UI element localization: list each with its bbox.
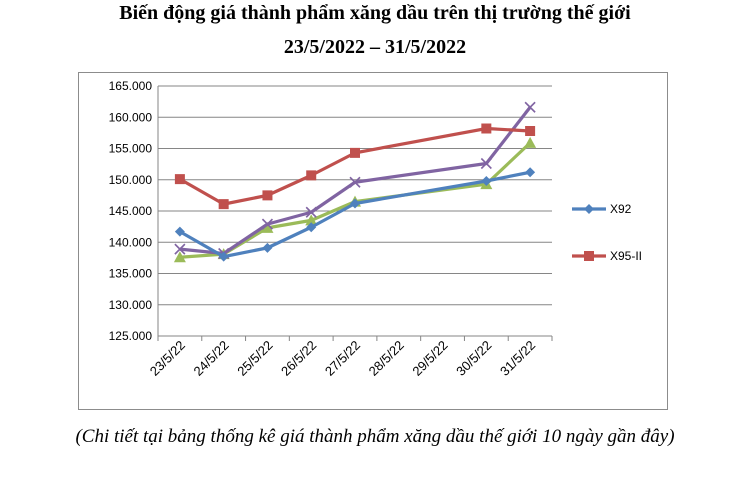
x-tick-label: 28/5/22 xyxy=(366,338,407,379)
data-point xyxy=(306,170,317,181)
y-tick-label: 145.000 xyxy=(109,204,153,218)
data-point xyxy=(525,167,536,178)
y-tick-label: 130.000 xyxy=(109,298,153,312)
data-point xyxy=(261,221,274,233)
data-point xyxy=(262,190,273,201)
data-point xyxy=(350,198,360,209)
y-tick-label: 155.000 xyxy=(109,142,153,156)
data-point xyxy=(174,226,185,237)
x-tick-label: 31/5/22 xyxy=(497,338,538,379)
data-point xyxy=(305,206,317,218)
x-tick-label: 25/5/22 xyxy=(234,338,275,379)
y-tick-label: 150.000 xyxy=(109,173,153,187)
legend-label: X95-II xyxy=(610,249,642,263)
legend-label: X92 xyxy=(610,202,632,216)
chart-subtitle: 23/5/2022 – 31/5/2022 xyxy=(283,36,467,58)
data-point xyxy=(173,251,186,263)
data-point xyxy=(525,126,536,136)
data-point xyxy=(524,101,536,113)
x-tick-label: 23/5/22 xyxy=(147,338,188,379)
data-point xyxy=(349,176,361,188)
data-point xyxy=(480,157,492,170)
chart-caption: (Chi tiết tại bảng thống kê giá thành ph… xyxy=(75,426,675,447)
x-tick-label: 26/5/22 xyxy=(278,338,319,379)
chart-title: Biến động giá thành phẩm xăng dầu trên t… xyxy=(119,2,631,24)
x-tick-label: 24/5/22 xyxy=(191,338,232,379)
data-point xyxy=(350,147,360,158)
data-point xyxy=(261,218,274,230)
x-tick-label: 30/5/22 xyxy=(453,338,494,379)
data-point xyxy=(218,251,229,262)
data-point xyxy=(524,136,537,148)
x-tick-label: 27/5/22 xyxy=(322,338,363,379)
chart-frame xyxy=(78,72,668,410)
data-point xyxy=(262,242,273,253)
data-point xyxy=(174,174,185,185)
y-tick-label: 165.000 xyxy=(109,79,153,93)
y-tick-label: 140.000 xyxy=(109,235,153,249)
data-point xyxy=(481,176,492,186)
data-point xyxy=(306,222,317,233)
y-tick-label: 135.000 xyxy=(109,267,153,281)
data-point xyxy=(218,199,229,210)
x-tick-label: 29/5/22 xyxy=(409,338,450,379)
y-tick-label: 125.000 xyxy=(109,329,153,343)
data-point xyxy=(174,243,186,255)
data-point xyxy=(305,214,318,226)
data-point xyxy=(584,251,594,261)
data-point xyxy=(481,123,492,134)
y-tick-label: 160.000 xyxy=(109,110,153,124)
data-point xyxy=(584,204,594,214)
